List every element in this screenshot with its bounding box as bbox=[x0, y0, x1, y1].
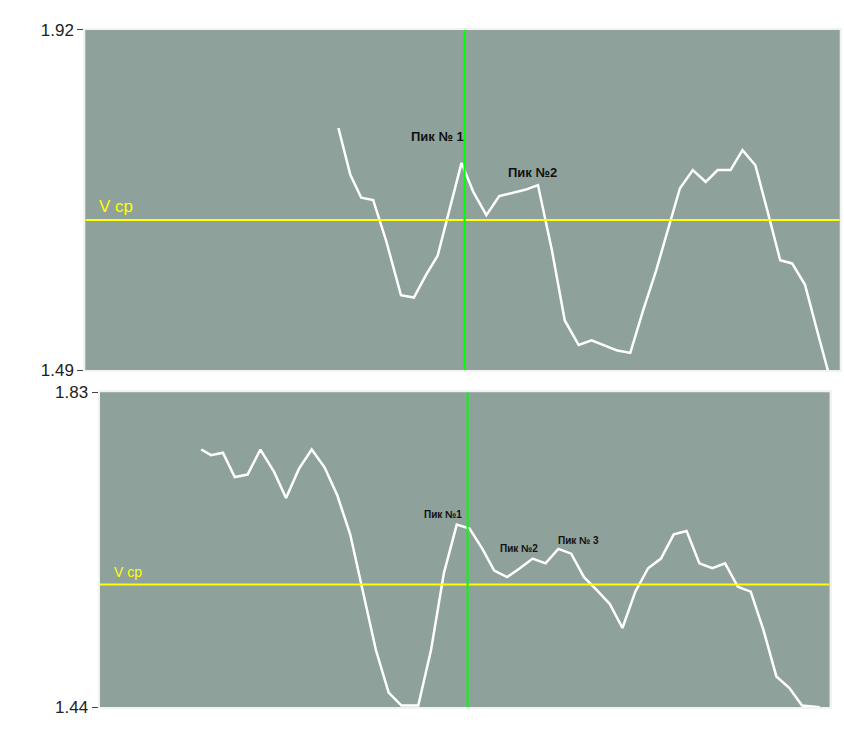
svg-text:V ср: V ср bbox=[99, 197, 133, 216]
svg-text:1.83: 1.83 bbox=[55, 383, 88, 402]
svg-text:Пик №2: Пик №2 bbox=[508, 165, 557, 180]
svg-text:1.49: 1.49 bbox=[41, 361, 74, 380]
svg-text:Пик № 1: Пик № 1 bbox=[411, 129, 464, 144]
svg-text:1.44: 1.44 bbox=[55, 698, 88, 717]
svg-text:V ср: V ср bbox=[114, 564, 142, 580]
svg-text:Пик №1: Пик №1 bbox=[424, 509, 462, 520]
svg-text:1.92: 1.92 bbox=[41, 21, 74, 40]
svg-text:Пик № 3: Пик № 3 bbox=[558, 535, 599, 546]
svg-text:Пик №2: Пик №2 bbox=[500, 543, 538, 554]
